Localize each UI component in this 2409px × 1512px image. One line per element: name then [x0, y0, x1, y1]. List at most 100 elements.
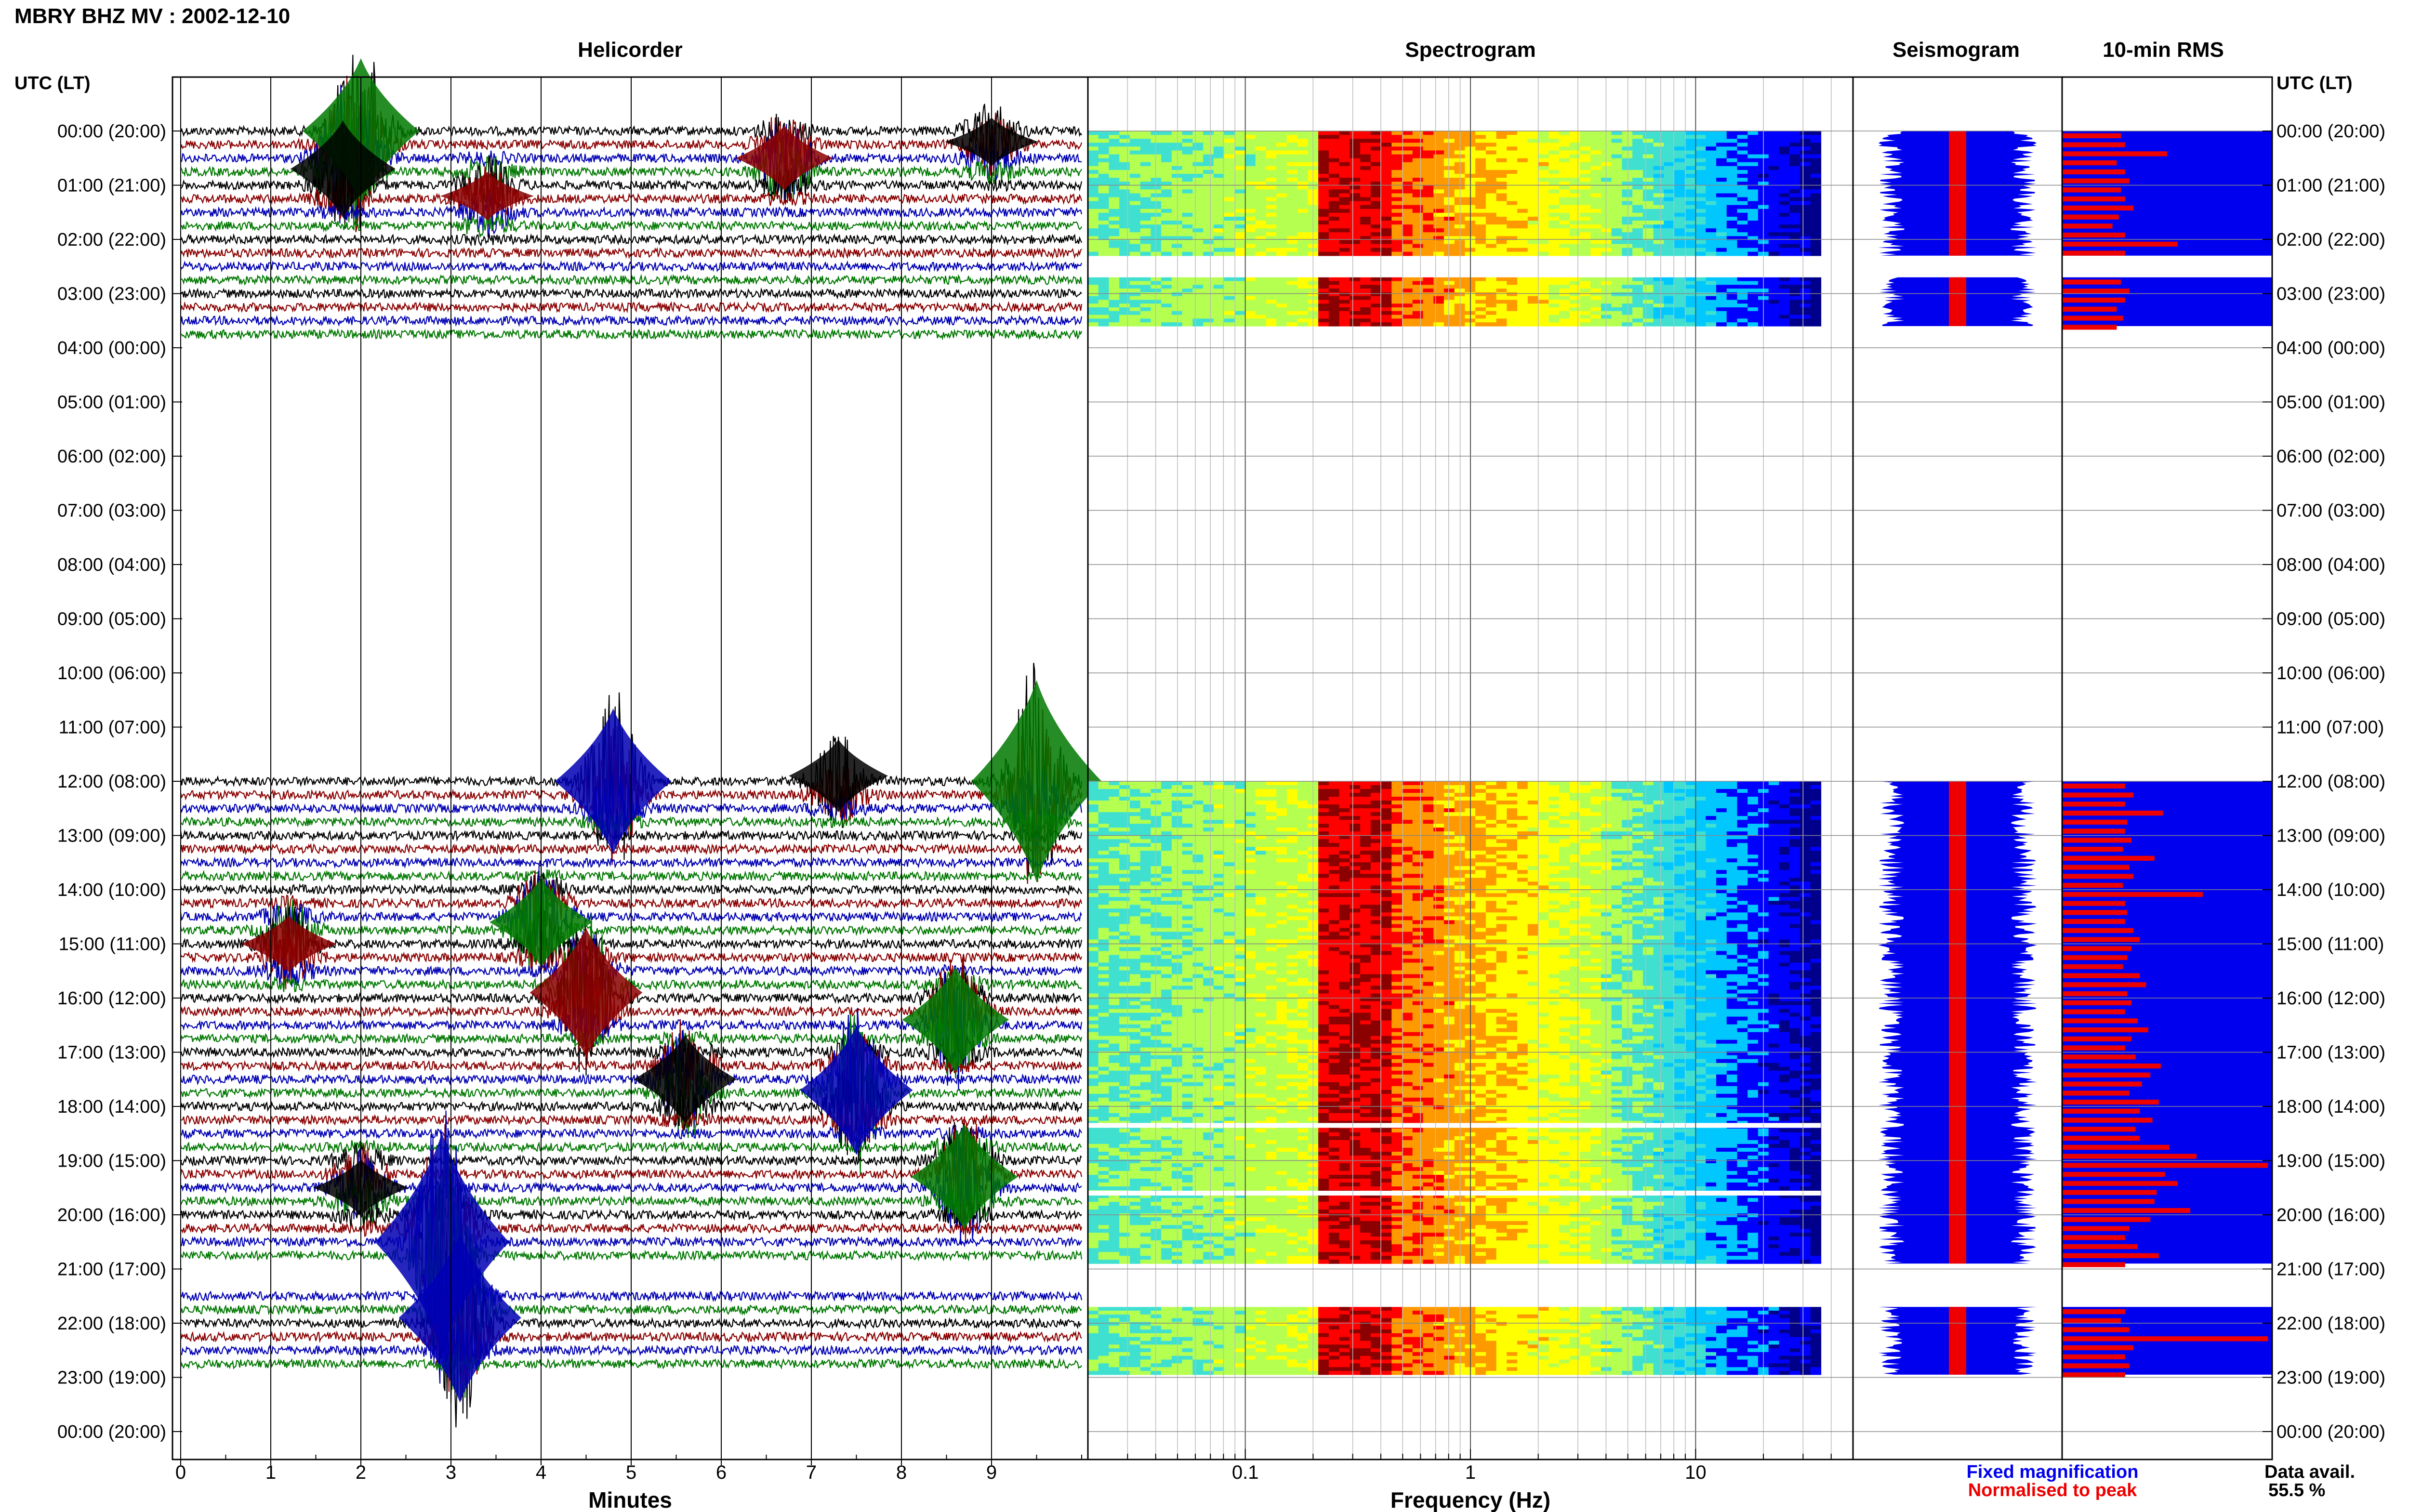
spectrogram-cell [1737, 289, 1748, 293]
spectrogram-cell [1119, 285, 1130, 289]
spectrogram-cell [1737, 170, 1748, 174]
spectrogram-cell [1496, 801, 1508, 805]
spectrogram-cell [1716, 808, 1727, 813]
spectrogram-cell [1601, 804, 1612, 809]
spectrogram-cell [1171, 793, 1183, 797]
spectrogram-cell [1611, 828, 1623, 832]
spectrogram-cell [1716, 205, 1727, 210]
spectrogram-cell [1119, 870, 1130, 874]
spectrogram-cell [1266, 150, 1277, 155]
spectrogram-cell [1192, 173, 1204, 178]
spectrogram-cell [1129, 248, 1141, 252]
spectrogram-cell [1559, 221, 1570, 225]
spectrogram-cell [1328, 228, 1340, 233]
spectrogram-cell [1391, 135, 1403, 139]
spectrogram-cell [1370, 300, 1382, 304]
spectrogram-cell [1706, 801, 1717, 805]
spectrogram-cell [1339, 285, 1350, 289]
spectrogram-cell [1726, 785, 1738, 789]
spectrogram-cell [1684, 808, 1696, 813]
spectrogram-cell [1496, 185, 1508, 190]
spectrogram-cell [1559, 824, 1570, 828]
spectrogram-cell [1810, 135, 1822, 139]
spectrogram-cell [1255, 315, 1267, 319]
spectrogram-cell [1224, 866, 1235, 870]
spectrogram-cell [1706, 189, 1717, 194]
spectrogram-cell [1109, 300, 1120, 304]
spectrogram-cell [1779, 855, 1790, 859]
spectrogram-cell [1800, 221, 1811, 225]
spectrogram-cell [1234, 315, 1245, 319]
spectrogram-cell [1716, 315, 1727, 319]
spectrogram-cell [1286, 831, 1298, 836]
spectrogram-cell [1360, 781, 1371, 786]
spectrogram-cell [1286, 874, 1298, 878]
helicorder-event [902, 967, 1009, 1073]
spectrogram-cell [1255, 185, 1267, 190]
spectrogram-cell [1182, 801, 1193, 805]
spectrogram-cell [1151, 209, 1162, 213]
spectrogram-cell [1297, 232, 1309, 237]
spectrogram-cell [1684, 835, 1696, 840]
spectrogram-cell [1370, 801, 1382, 805]
spectrogram-cell [1559, 216, 1570, 221]
spectrogram-cell [1789, 170, 1800, 174]
spectrogram-cell [1286, 146, 1298, 151]
spectrogram-cell [1192, 289, 1204, 293]
spectrogram-cell [1339, 248, 1350, 252]
spectrogram-cell [1800, 201, 1811, 206]
spectrogram-cell [1475, 189, 1486, 194]
spectrogram-cell [1768, 236, 1780, 240]
spectrogram-cell [1590, 847, 1602, 851]
spectrogram-cell [1507, 824, 1518, 828]
spectrogram-cell [1391, 789, 1403, 793]
spectrogram-cell [1789, 281, 1800, 285]
spectrogram-cell [1171, 162, 1183, 167]
spectrogram-cell [1360, 248, 1371, 252]
spectrogram-cell [1276, 843, 1287, 847]
spectrogram-cell [1318, 158, 1329, 163]
spectrogram-cell [1611, 292, 1623, 297]
spectrogram-cell [1549, 224, 1560, 229]
spectrogram-cell [1318, 139, 1329, 143]
spectrogram-cell [1653, 251, 1665, 256]
spectrogram-cell [1507, 874, 1518, 878]
spectrogram-cell [1140, 289, 1152, 293]
spectrogram-cell [1318, 209, 1329, 213]
spectrogram-cell [1129, 858, 1141, 863]
spectrogram-cell [1119, 251, 1130, 256]
spectrogram-cell [1328, 240, 1340, 245]
spectrogram-cell [1245, 289, 1256, 293]
spectrogram-cell [1140, 248, 1152, 252]
spectrogram-cell [1580, 166, 1591, 171]
spectrogram-cell [1350, 154, 1361, 159]
spectrogram-cell [1674, 296, 1685, 301]
spectrogram-cell [1642, 135, 1654, 139]
spectrogram-cell [1423, 781, 1434, 786]
spectrogram-cell [1391, 162, 1403, 167]
spectrogram-cell [1381, 855, 1392, 859]
spectrogram-cell [1810, 216, 1822, 221]
spectrogram-cell [1088, 292, 1099, 297]
spectrogram-cell [1402, 318, 1413, 323]
spectrogram-cell [1496, 789, 1508, 793]
spectrogram-cell [1182, 193, 1193, 198]
spectrogram-cell [1318, 221, 1329, 225]
spectrogram-cell [1151, 154, 1162, 159]
spectrogram-cell [1433, 251, 1444, 256]
spectrogram-cell [1224, 244, 1235, 249]
spectrogram-cell [1559, 158, 1570, 163]
spectrogram-cell [1182, 820, 1193, 824]
spectrogram-cell [1601, 874, 1612, 878]
spectrogram-cell [1109, 182, 1120, 186]
spectrogram-cell [1318, 322, 1329, 327]
spectrogram-cell [1737, 858, 1748, 863]
spectrogram-cell [1517, 240, 1528, 245]
helicorder-event [398, 1233, 521, 1403]
spectrogram-cell [1350, 831, 1361, 836]
spectrogram-cell [1810, 197, 1822, 202]
spectrogram-cell [1297, 154, 1309, 159]
spectrogram-cell [1642, 824, 1654, 828]
spectrogram-cell [1224, 839, 1235, 843]
spectrogram-cell [1779, 793, 1790, 797]
